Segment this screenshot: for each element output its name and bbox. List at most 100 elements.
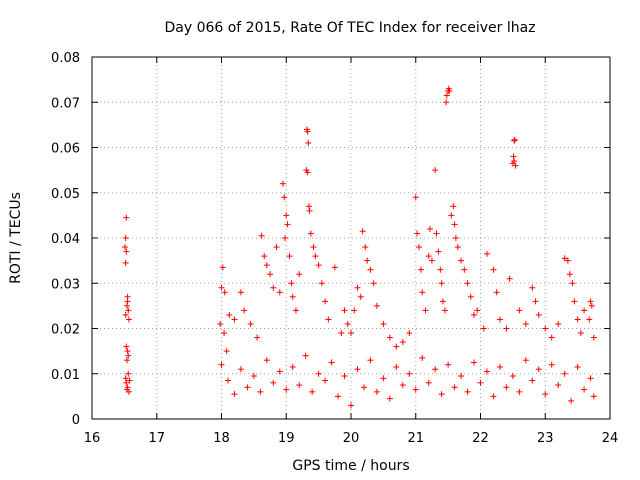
data-point (564, 257, 571, 264)
data-point (125, 316, 132, 323)
data-point (437, 266, 444, 273)
y-tick-label: 0.02 (51, 323, 80, 338)
data-point (428, 257, 435, 264)
data-point (283, 212, 290, 219)
data-point (237, 366, 244, 373)
x-tick-label: 19 (278, 431, 295, 446)
data-point (587, 375, 594, 382)
x-tick-label: 20 (343, 431, 360, 446)
data-point (542, 325, 549, 332)
data-point (289, 363, 296, 370)
data-point (289, 293, 296, 300)
x-tick-label: 17 (148, 431, 165, 446)
data-point (587, 298, 594, 305)
data-point (219, 264, 226, 271)
data-point (425, 379, 432, 386)
data-point (322, 377, 329, 384)
data-point (354, 284, 361, 291)
data-point (474, 307, 481, 314)
data-point (370, 280, 377, 287)
data-point (386, 395, 393, 402)
data-point (415, 244, 422, 251)
data-point (122, 244, 129, 251)
data-point (325, 316, 332, 323)
data-point (307, 230, 314, 237)
data-point (309, 388, 316, 395)
data-point (288, 280, 295, 287)
data-point (231, 316, 238, 323)
data-point (276, 368, 283, 375)
data-point (302, 352, 309, 359)
data-point (247, 320, 254, 327)
data-point (123, 357, 130, 364)
data-point (590, 334, 597, 341)
data-point (445, 361, 452, 368)
data-point (126, 377, 133, 384)
data-point (221, 289, 228, 296)
data-point (341, 373, 348, 380)
y-tick-label: 0.08 (51, 51, 80, 66)
data-point (123, 302, 130, 309)
data-point (516, 307, 523, 314)
data-point (454, 244, 461, 251)
data-point (419, 354, 426, 361)
data-point (458, 373, 465, 380)
data-point (477, 379, 484, 386)
y-axis-label: ROTI / TECUs (8, 192, 24, 284)
data-point (577, 330, 584, 337)
data-point (122, 259, 129, 266)
data-point (542, 391, 549, 398)
data-point (393, 363, 400, 370)
data-point (367, 266, 374, 273)
data-point (273, 244, 280, 251)
data-point (338, 330, 345, 337)
data-point (217, 320, 224, 327)
data-point (296, 271, 303, 278)
data-point (244, 384, 251, 391)
data-point (574, 363, 581, 370)
data-point (511, 136, 518, 143)
data-point (218, 361, 225, 368)
data-point (125, 307, 132, 314)
data-point (315, 262, 322, 269)
data-point (270, 284, 277, 291)
data-point (446, 87, 453, 94)
data-point (496, 316, 503, 323)
data-point (503, 325, 510, 332)
data-point (267, 271, 274, 278)
data-point (451, 221, 458, 228)
data-point (561, 255, 568, 262)
data-point (284, 221, 291, 228)
y-tick-label: 0.01 (51, 368, 80, 383)
data-point (357, 293, 364, 300)
data-point (305, 203, 312, 210)
data-point (451, 384, 458, 391)
data-point (509, 160, 516, 167)
data-point (419, 289, 426, 296)
data-point (276, 289, 283, 296)
data-point (250, 373, 257, 380)
data-point (223, 348, 230, 355)
data-point (280, 180, 287, 187)
data-point (412, 386, 419, 393)
data-point (263, 262, 270, 269)
data-point (399, 339, 406, 346)
x-tick-labels: 16 17 18 19 20 21 22 23 24 (84, 431, 619, 446)
data-point (566, 271, 573, 278)
data-point (328, 359, 335, 366)
data-point (522, 320, 529, 327)
data-point (310, 244, 317, 251)
y-tick-label: 0.05 (51, 187, 80, 202)
data-point (362, 244, 369, 251)
x-tick-label: 23 (537, 431, 554, 446)
data-point (443, 92, 450, 99)
data-point (296, 382, 303, 389)
data-point (443, 99, 450, 106)
data-point (224, 377, 231, 384)
data-point (348, 402, 354, 409)
data-point (254, 334, 261, 341)
data-point (535, 366, 542, 373)
data-point (464, 280, 471, 287)
data-point (322, 298, 329, 305)
data-points (122, 85, 597, 409)
